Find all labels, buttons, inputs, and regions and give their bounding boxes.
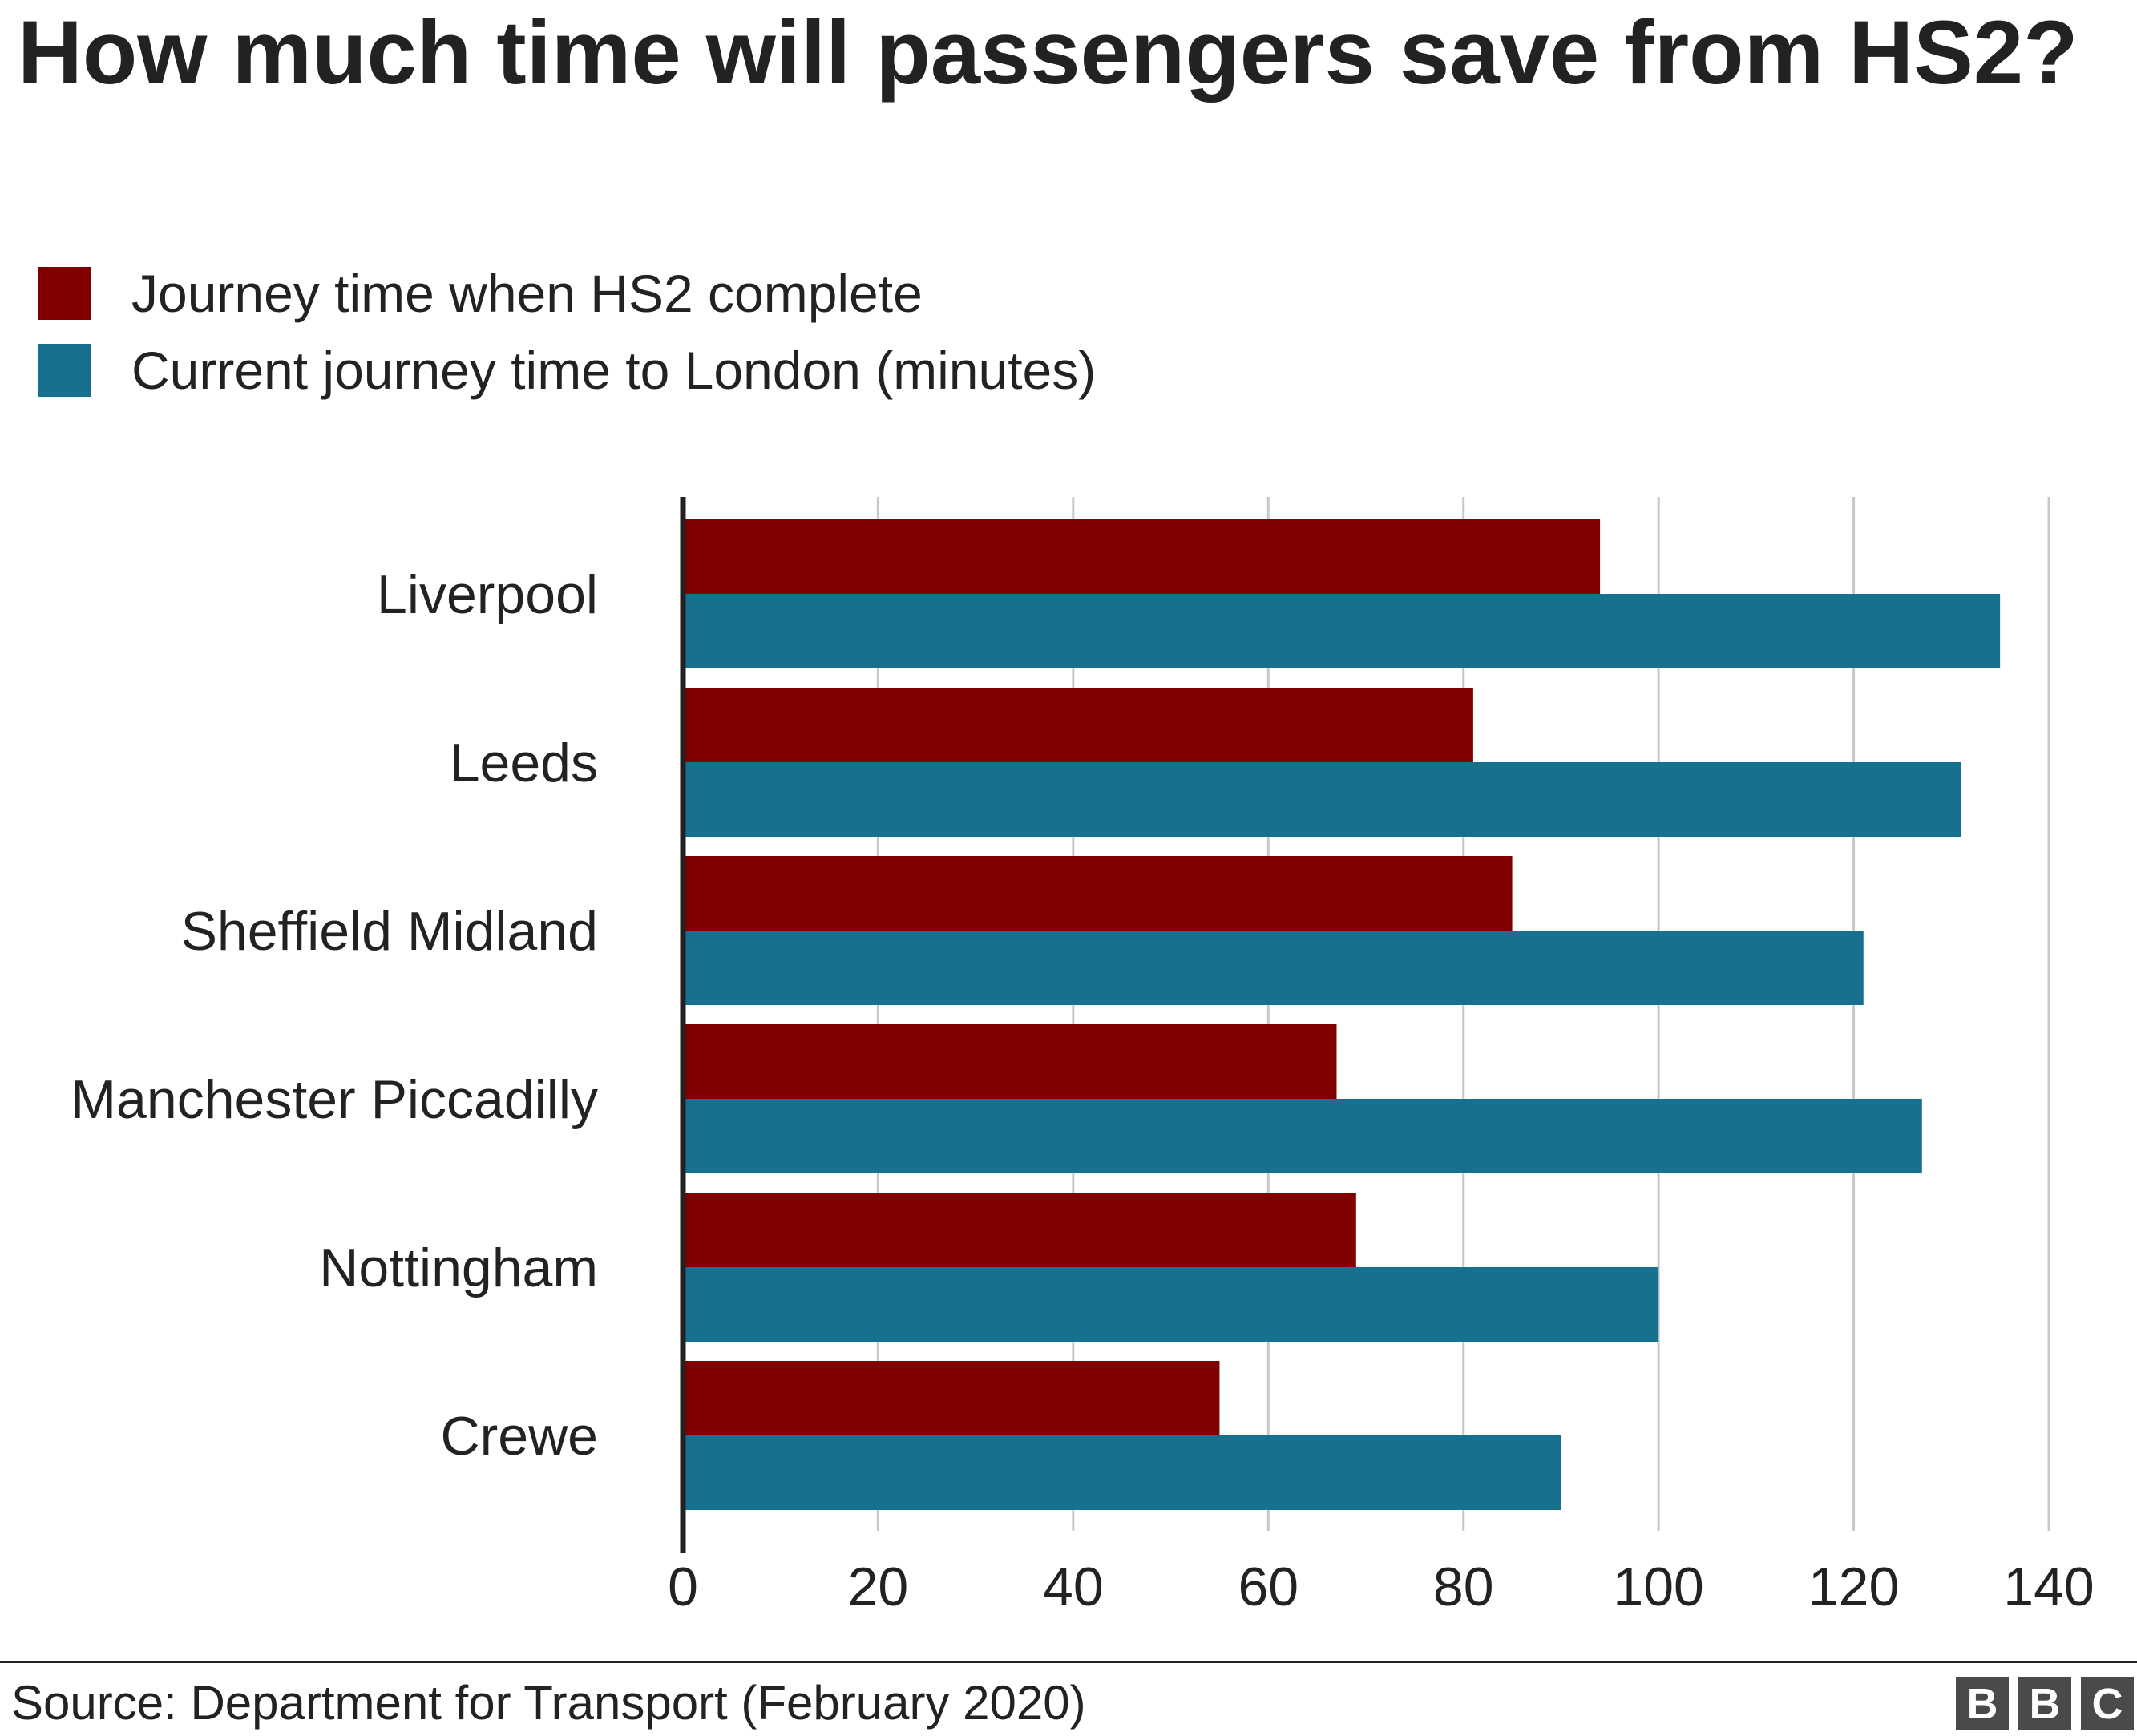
legend-swatch-current (38, 344, 91, 397)
bar-current (683, 1435, 1561, 1510)
bar-current (683, 931, 1864, 1005)
category-label: Crewe (441, 1406, 599, 1467)
legend-item-hs2: Journey time when HS2 complete (38, 255, 1096, 332)
bar-hs2 (683, 1024, 1337, 1099)
bar-current (683, 1099, 1922, 1173)
x-tick-label: 0 (668, 1556, 698, 1617)
source-note: Source: Department for Transport (Februa… (11, 1676, 1086, 1730)
bar-current (683, 594, 2001, 668)
bar-hs2 (683, 856, 1513, 931)
category-label: Leeds (450, 733, 598, 793)
x-tick-label: 80 (1433, 1556, 1494, 1617)
category-label: Liverpool (377, 564, 598, 625)
bbc-logo-letter: C (2081, 1677, 2134, 1730)
bar-hs2 (683, 1193, 1356, 1267)
bar-chart: Liverpool Leeds Sheffield Midland Mancheste… (71, 497, 2095, 1617)
legend-item-current: Current journey time to London (minutes) (38, 332, 1096, 409)
category-label: Nottingham (319, 1237, 598, 1298)
footer-divider (0, 1661, 2137, 1663)
bar-hs2 (683, 1361, 1220, 1435)
bbc-logo-letter: B (1956, 1677, 2009, 1730)
bar-hs2 (683, 688, 1473, 762)
legend: Journey time when HS2 complete Current j… (38, 255, 1096, 409)
bar-current (683, 762, 1961, 837)
x-tick-label: 100 (1613, 1556, 1703, 1617)
bar-current (683, 1267, 1659, 1342)
category-label: Sheffield Midland (181, 901, 598, 962)
category-label: Manchester Piccadilly (71, 1069, 598, 1130)
x-tick-label: 60 (1238, 1556, 1299, 1617)
x-tick-label: 140 (2003, 1556, 2094, 1617)
x-tick-label: 20 (848, 1556, 909, 1617)
legend-label-hs2: Journey time when HS2 complete (131, 264, 923, 323)
x-tick-label: 120 (1808, 1556, 1899, 1617)
legend-label-current: Current journey time to London (minutes) (131, 341, 1097, 400)
chart-title: How much time will passengers save from … (18, 2, 2078, 103)
legend-swatch-hs2 (38, 267, 91, 320)
x-tick-label: 40 (1043, 1556, 1104, 1617)
bar-hs2 (683, 519, 1601, 594)
bbc-logo: B B C (1956, 1677, 2134, 1730)
bbc-logo-letter: B (2018, 1677, 2071, 1730)
